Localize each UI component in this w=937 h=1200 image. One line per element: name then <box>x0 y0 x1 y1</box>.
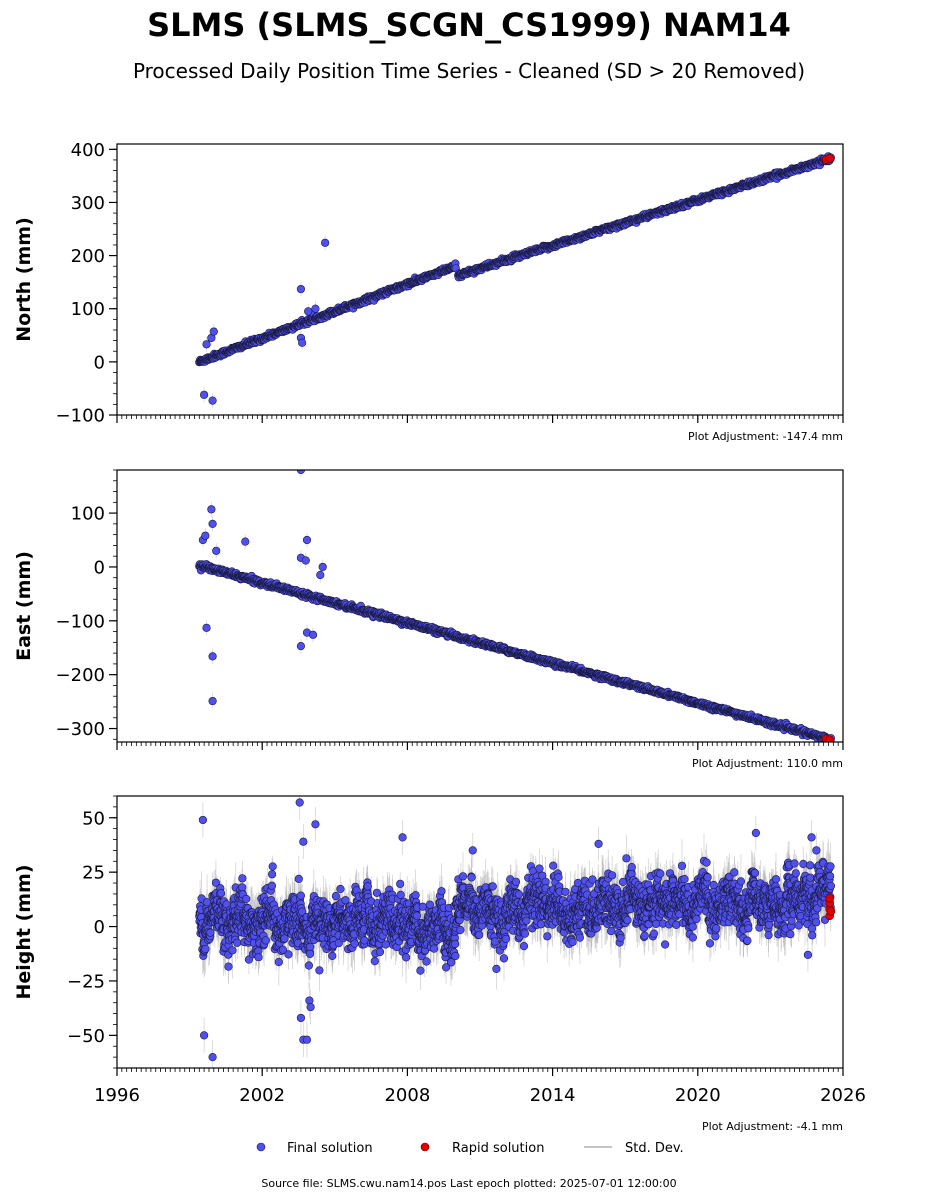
outlier-point <box>209 327 218 336</box>
final-points-2 <box>195 470 835 742</box>
panel-1: −100 0 100 200 300 400 North (mm) Plot Adjustme… <box>13 140 844 443</box>
rapid-point <box>825 154 834 163</box>
outlier-point <box>321 238 330 247</box>
final-points-1 <box>195 152 836 405</box>
outlier-point <box>202 340 211 349</box>
outlier-point <box>208 396 217 405</box>
y-tick-label: −100 <box>56 406 105 427</box>
outlier-point <box>296 284 306 294</box>
outlier-point <box>298 338 307 347</box>
plot-area-2 <box>195 470 835 742</box>
stddev-bars-2 <box>198 470 832 742</box>
page-title: SLMS (SLMS_SCGN_CS1999) NAM14 <box>147 6 791 44</box>
outlier-point <box>311 304 320 313</box>
plot-adjustment-note: Plot Adjustment: -147.4 mm <box>688 430 843 443</box>
y-tick-label: 400 <box>71 140 105 161</box>
y-tick-label: 300 <box>71 193 105 214</box>
rapid-points-1 <box>821 154 834 164</box>
y-tick-label: 200 <box>71 246 105 267</box>
panels: −100 0 100 200 300 400 North (mm) Plot Adjustme… <box>13 140 866 1133</box>
outlier-point <box>304 307 313 316</box>
y-tick-label: 100 <box>71 299 105 320</box>
x-minor-ticks-1 <box>116 415 844 419</box>
outlier-point <box>200 390 209 399</box>
y-tick-label: 0 <box>94 352 105 373</box>
plot-area-1 <box>195 152 836 409</box>
page-subtitle: Processed Daily Position Time Series - C… <box>133 59 805 83</box>
y-axis-label: North (mm) <box>13 217 35 342</box>
